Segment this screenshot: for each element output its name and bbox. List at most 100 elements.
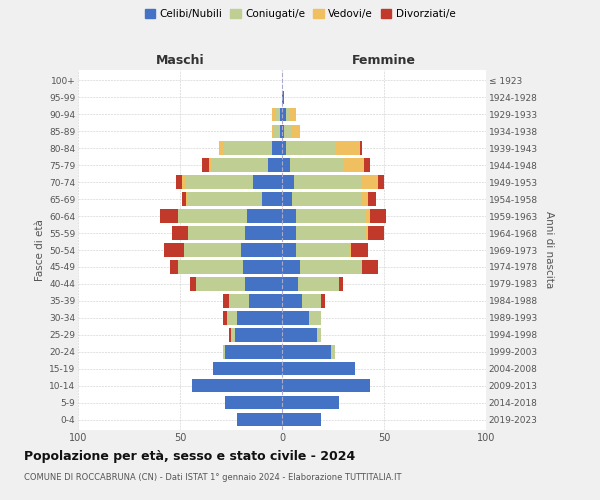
Bar <box>282 244 296 256</box>
Bar <box>253 176 282 188</box>
Bar <box>370 210 386 222</box>
Bar <box>282 312 308 324</box>
Bar <box>292 192 362 205</box>
Bar <box>190 278 196 290</box>
Bar <box>247 210 282 222</box>
Bar <box>317 328 321 342</box>
Bar <box>368 226 384 239</box>
Bar <box>186 192 188 205</box>
Bar <box>365 226 368 239</box>
Bar <box>276 108 280 121</box>
Bar <box>378 176 384 188</box>
Bar <box>364 158 370 172</box>
Bar <box>343 158 364 172</box>
Bar <box>182 176 186 188</box>
Bar <box>178 210 247 222</box>
Bar <box>209 158 211 172</box>
Bar <box>184 244 241 256</box>
Bar <box>282 260 301 274</box>
Bar <box>298 278 339 290</box>
Bar <box>160 210 178 222</box>
Bar <box>237 312 282 324</box>
Bar <box>296 244 349 256</box>
Bar <box>286 108 290 121</box>
Bar <box>192 379 282 392</box>
Bar <box>286 142 335 154</box>
Bar <box>250 294 282 308</box>
Bar <box>262 192 282 205</box>
Bar <box>282 158 290 172</box>
Bar <box>237 413 282 426</box>
Bar <box>272 142 282 154</box>
Bar <box>282 362 355 376</box>
Bar <box>182 192 186 205</box>
Bar <box>280 108 282 121</box>
Bar <box>282 379 370 392</box>
Bar <box>365 210 370 222</box>
Bar <box>211 158 268 172</box>
Bar <box>308 312 321 324</box>
Legend: Celibi/Nubili, Coniugati/e, Vedovi/e, Divorziati/e: Celibi/Nubili, Coniugati/e, Vedovi/e, Di… <box>140 5 460 24</box>
Bar <box>282 124 284 138</box>
Bar <box>282 328 317 342</box>
Bar <box>282 226 296 239</box>
Bar <box>368 192 376 205</box>
Bar <box>245 226 282 239</box>
Bar <box>219 142 223 154</box>
Bar <box>243 260 282 274</box>
Bar <box>339 278 343 290</box>
Bar <box>290 108 296 121</box>
Bar <box>229 294 250 308</box>
Bar <box>227 312 237 324</box>
Bar <box>231 328 235 342</box>
Bar <box>223 346 225 358</box>
Text: Maschi: Maschi <box>155 54 205 68</box>
Text: Femmine: Femmine <box>352 54 416 68</box>
Bar <box>282 176 294 188</box>
Bar <box>170 260 178 274</box>
Bar <box>282 346 331 358</box>
Bar <box>296 226 365 239</box>
Bar <box>223 142 272 154</box>
Bar <box>362 176 378 188</box>
Bar <box>280 124 282 138</box>
Bar <box>223 312 227 324</box>
Bar <box>188 192 262 205</box>
Bar <box>282 413 321 426</box>
Bar <box>229 328 231 342</box>
Bar <box>282 396 339 409</box>
Bar <box>223 294 229 308</box>
Bar <box>296 210 365 222</box>
Bar <box>225 346 282 358</box>
Bar <box>284 124 292 138</box>
Bar <box>172 226 188 239</box>
Bar <box>164 244 184 256</box>
Bar <box>362 260 378 274</box>
Bar <box>272 108 276 121</box>
Bar <box>225 396 282 409</box>
Bar <box>268 158 282 172</box>
Bar <box>331 346 335 358</box>
Bar <box>212 362 282 376</box>
Bar <box>282 90 284 104</box>
Bar <box>282 278 298 290</box>
Bar <box>202 158 209 172</box>
Y-axis label: Fasce di età: Fasce di età <box>35 219 45 281</box>
Bar <box>290 158 343 172</box>
Bar <box>335 142 359 154</box>
Bar <box>282 210 296 222</box>
Bar <box>321 294 325 308</box>
Bar <box>176 176 182 188</box>
Bar <box>302 294 321 308</box>
Bar <box>359 142 362 154</box>
Bar <box>349 244 352 256</box>
Bar <box>362 192 368 205</box>
Bar <box>235 328 282 342</box>
Bar <box>188 226 245 239</box>
Bar <box>292 124 301 138</box>
Bar <box>196 278 245 290</box>
Bar <box>245 278 282 290</box>
Bar <box>294 176 362 188</box>
Text: Popolazione per età, sesso e stato civile - 2024: Popolazione per età, sesso e stato civil… <box>24 450 355 463</box>
Bar <box>282 294 302 308</box>
